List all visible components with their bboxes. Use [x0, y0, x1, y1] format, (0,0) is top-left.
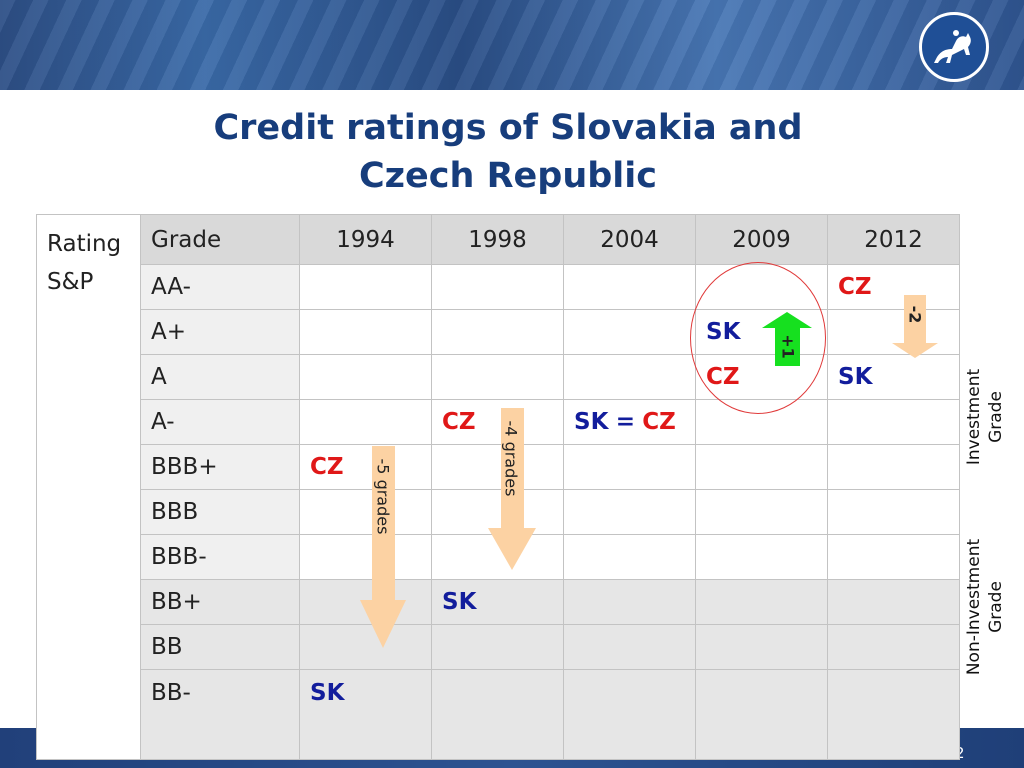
year-header: 2009 [695, 214, 828, 265]
rating-cell [563, 624, 696, 670]
sk-rating: SK [574, 409, 609, 435]
rating-cell: CZ [827, 264, 960, 310]
rating-cell [299, 264, 432, 310]
table-row: A- CZ SK = CZ [37, 399, 960, 445]
rating-cell [431, 534, 564, 580]
rating-cell [299, 534, 432, 580]
rating-cell [299, 399, 432, 445]
table-row: BB- SK [37, 669, 960, 760]
arrow-label-sk-2009: +1 [778, 334, 798, 359]
grade-label: BBB+ [140, 444, 300, 490]
rating-cell [299, 309, 432, 355]
cz-rating: CZ [310, 454, 344, 480]
cz-rating: CZ [442, 409, 476, 435]
non-investment-grade-label: Non-Investment Grade [964, 538, 1006, 676]
grade-label: A [140, 354, 300, 400]
rating-cell [563, 444, 696, 490]
equals-sign: = [615, 409, 635, 435]
rating-cell [431, 489, 564, 535]
title-line-2: Czech Republic [358, 156, 658, 196]
rating-cell [563, 534, 696, 580]
rating-cell [695, 579, 828, 625]
rating-cell [827, 579, 960, 625]
table-row: AA- CZ [37, 264, 960, 310]
highlight-circle [690, 262, 826, 414]
arrow-label-cz-1994: -5 grades [373, 458, 393, 535]
table-row: BBB [37, 489, 960, 535]
rating-cell: SK [431, 579, 564, 625]
rating-cell [695, 669, 828, 760]
grade-label: BB- [140, 669, 300, 760]
table-row: BBB+ CZ [37, 444, 960, 490]
rating-cell [827, 534, 960, 580]
year-header: 1998 [431, 214, 564, 265]
page-title: Credit ratings of Slovakia and Czech Rep… [160, 104, 856, 200]
grade-label: BB+ [140, 579, 300, 625]
table-row: BBB- [37, 534, 960, 580]
rating-cell [563, 579, 696, 625]
arrow-label-sk-1998: -4 grades [501, 420, 521, 497]
rating-cell [695, 444, 828, 490]
grade-label: BBB [140, 489, 300, 535]
rating-cell [431, 444, 564, 490]
rating-cell [299, 354, 432, 400]
year-header: 2012 [827, 214, 960, 265]
rating-cell [827, 444, 960, 490]
rating-cell [827, 669, 960, 760]
rating-cell [563, 354, 696, 400]
corner-label: Rating S&P [36, 214, 141, 760]
rating-cell [431, 669, 564, 760]
grade-label: AA- [140, 264, 300, 310]
rating-cell [827, 489, 960, 535]
grade-header: Grade [140, 214, 300, 265]
table-row: BB+ SK [37, 579, 960, 625]
rating-cell: SK = CZ [563, 399, 696, 445]
year-header: 2004 [563, 214, 696, 265]
rating-cell: SK [299, 669, 432, 760]
rating-cell: SK [827, 354, 960, 400]
rating-cell [563, 264, 696, 310]
cz-rating: CZ [642, 409, 676, 435]
rating-cell [695, 534, 828, 580]
sk-rating: SK [310, 680, 345, 706]
rating-cell: CZ [299, 444, 432, 490]
horseman-logo-icon [934, 30, 971, 63]
cz-rating: CZ [838, 274, 872, 300]
investment-grade-label: Investment Grade [964, 368, 1006, 466]
sk-rating: SK [838, 364, 873, 390]
rating-cell [695, 624, 828, 670]
rating-cell [563, 489, 696, 535]
title-line-1: Credit ratings of Slovakia and [213, 108, 803, 148]
ratings-table: Rating S&P Grade 1994 1998 2004 2009 201… [36, 214, 960, 760]
rating-cell [431, 624, 564, 670]
rating-cell [827, 399, 960, 445]
grade-label: BB [140, 624, 300, 670]
rating-cell [431, 264, 564, 310]
arrow-label-cz-2012: -2 [905, 305, 925, 324]
rating-cell: CZ [431, 399, 564, 445]
grade-label: A+ [140, 309, 300, 355]
rating-cell [563, 669, 696, 760]
rating-cell [827, 624, 960, 670]
rating-cell [827, 309, 960, 355]
rating-cell [563, 309, 696, 355]
logo [919, 12, 989, 82]
rating-cell [431, 354, 564, 400]
grade-label: BBB- [140, 534, 300, 580]
header-banner [0, 0, 1024, 90]
rating-cell [299, 489, 432, 535]
rating-cell [299, 624, 432, 670]
table-row: BB [37, 624, 960, 670]
rating-cell [299, 579, 432, 625]
rating-cell [431, 309, 564, 355]
grade-label: A- [140, 399, 300, 445]
sk-rating: SK [442, 589, 477, 615]
year-header: 1994 [299, 214, 432, 265]
header-row: Rating S&P Grade 1994 1998 2004 2009 201… [36, 214, 960, 760]
rating-cell [695, 489, 828, 535]
